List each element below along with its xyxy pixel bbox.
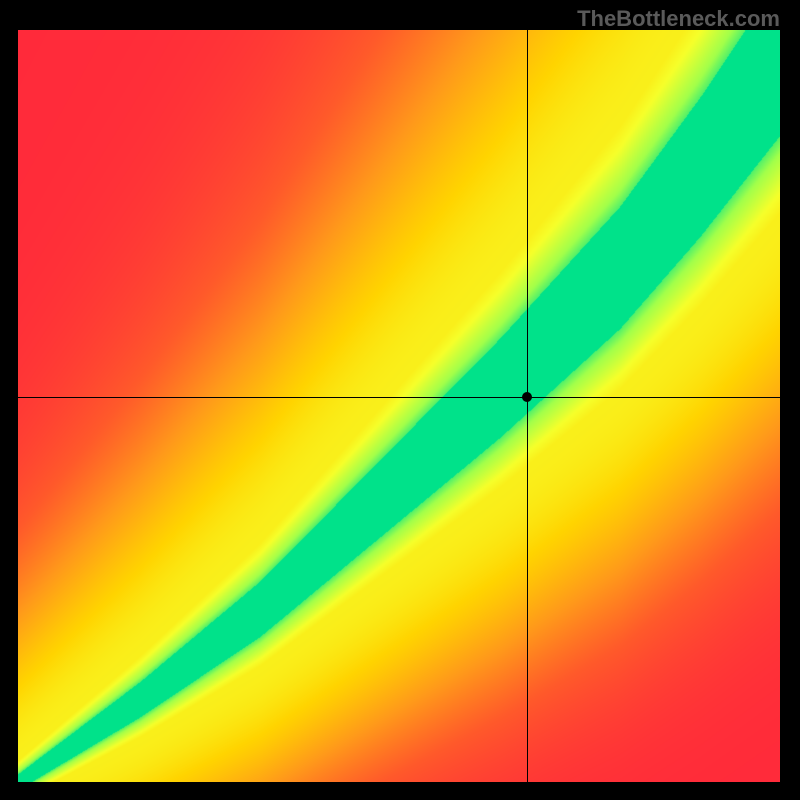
watermark-text: TheBottleneck.com bbox=[577, 6, 780, 32]
bottleneck-heatmap bbox=[18, 30, 780, 782]
crosshair-marker bbox=[522, 392, 532, 402]
crosshair-vertical bbox=[527, 30, 528, 782]
crosshair-horizontal bbox=[18, 397, 780, 398]
chart-container: TheBottleneck.com bbox=[0, 0, 800, 800]
